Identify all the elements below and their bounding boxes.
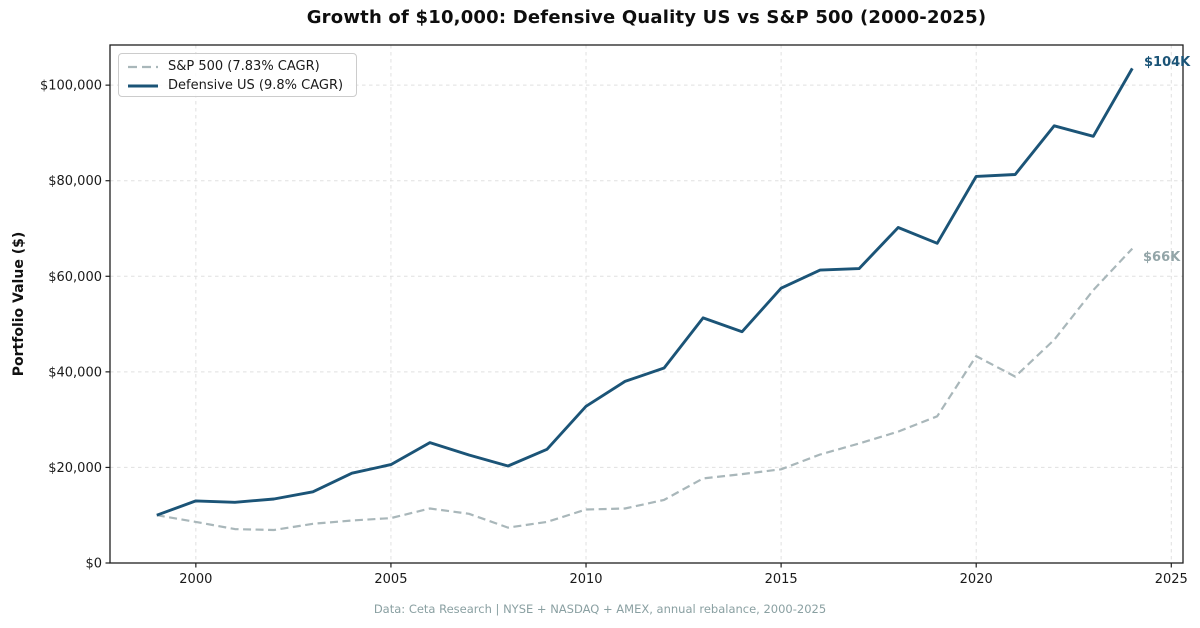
x-tick-label: 2015 <box>765 572 798 587</box>
series-line-defensive <box>156 67 1134 517</box>
sp500-line-sample-icon <box>128 65 158 68</box>
x-tick-label: 2020 <box>960 572 993 587</box>
end-value-label-defensive: $104K <box>1144 55 1191 70</box>
legend-item-defensive: Defensive US (9.8% CAGR) <box>127 76 348 95</box>
y-tick-label: $40,000 <box>48 365 102 380</box>
x-tick-label: 2000 <box>179 572 212 587</box>
legend-item-sp500: S&P 500 (7.83% CAGR) <box>127 57 348 76</box>
series-line-sp500 <box>156 247 1134 532</box>
y-tick-label: $100,000 <box>40 79 102 94</box>
plot-border <box>109 44 1184 564</box>
y-tick-label: $20,000 <box>48 461 102 476</box>
y-tick-label: $0 <box>85 557 102 572</box>
legend-label-defensive: Defensive US (9.8% CAGR) <box>168 78 344 93</box>
x-tick-label: 2010 <box>569 572 602 587</box>
x-tick-label: 2005 <box>374 572 407 587</box>
chart-legend: S&P 500 (7.83% CAGR) Defensive US (9.8% … <box>118 53 357 97</box>
y-tick-label: $60,000 <box>48 270 102 285</box>
defensive-line-sample-icon <box>128 84 158 87</box>
chart-title: Growth of $10,000: Defensive Quality US … <box>306 7 987 28</box>
x-tick-label: 2025 <box>1155 572 1188 587</box>
chart-footer-caption: Data: Ceta Research | NYSE + NASDAQ + AM… <box>373 602 827 616</box>
y-tick-label: $80,000 <box>48 174 102 189</box>
end-value-label-sp500: $66K <box>1143 250 1181 265</box>
legend-label-sp500: S&P 500 (7.83% CAGR) <box>168 59 320 74</box>
